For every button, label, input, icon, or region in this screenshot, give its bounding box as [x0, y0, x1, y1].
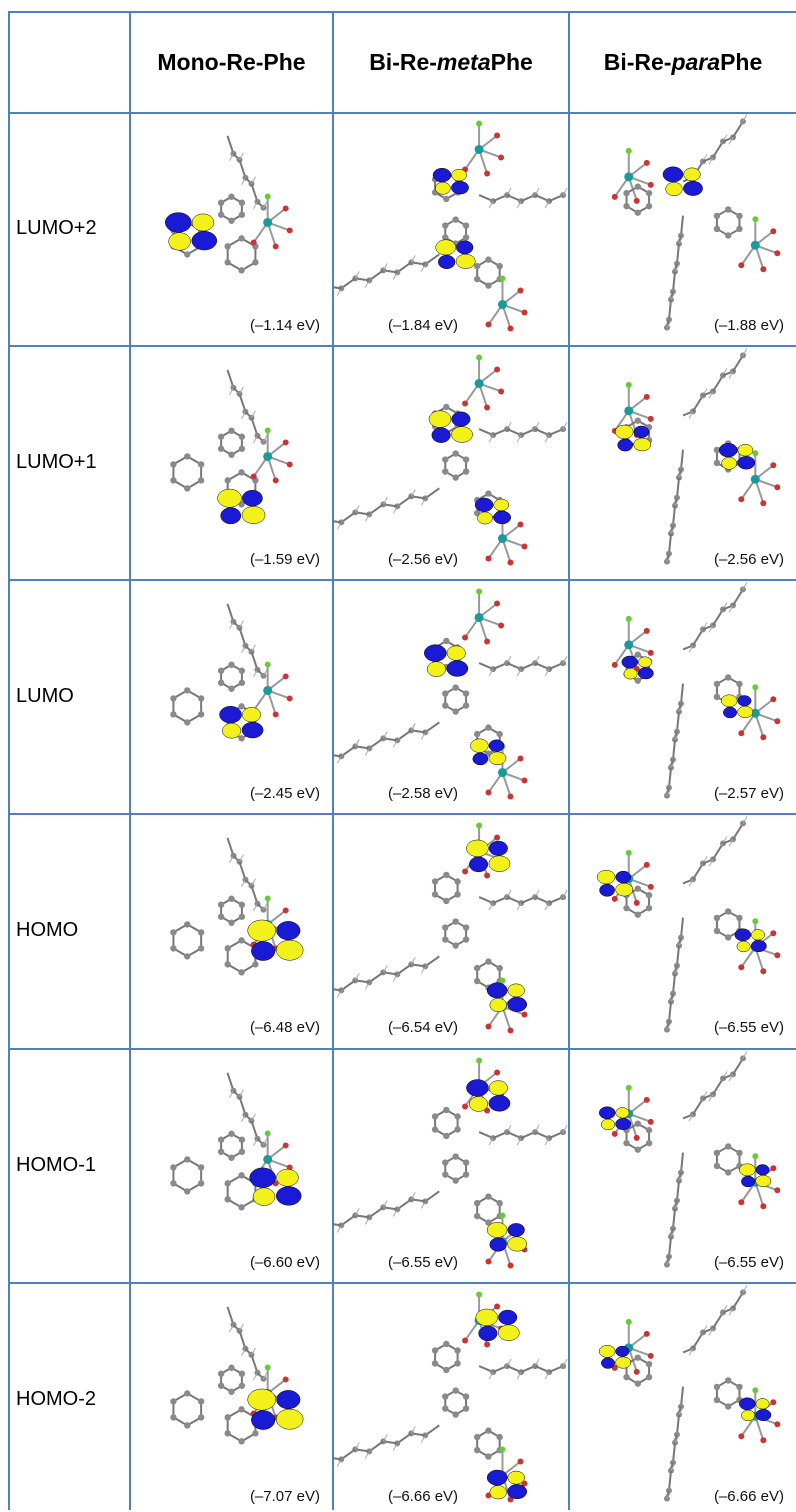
- orbital-diagram-mono: [170, 369, 293, 525]
- grid-line: [332, 11, 334, 1510]
- orbital-diagram-meta: [334, 120, 568, 332]
- row-label: LUMO: [16, 685, 74, 707]
- orbital-energy-mono: (–6.48 eV): [249, 1019, 320, 1036]
- grid-line: [129, 11, 131, 1510]
- orbital-diagram-para: [596, 816, 781, 1033]
- grid-line: [8, 345, 796, 347]
- grid-line: [8, 11, 10, 1510]
- grid-line: [568, 11, 570, 1510]
- orbital-diagram-meta: [334, 1057, 568, 1269]
- orbital-diagram-meta: [334, 354, 568, 566]
- orbital-energy-para: (–2.57 eV): [713, 785, 784, 802]
- column-header-mono: Mono-Re-Phe: [157, 48, 306, 75]
- orbital-energy-meta: (–6.66 eV): [388, 1488, 459, 1505]
- orbital-energy-mono: (–1.59 eV): [249, 551, 320, 568]
- orbital-diagram-meta: [334, 588, 568, 800]
- orbital-diagram-para: [611, 348, 781, 565]
- orbital-energy-mono: (–1.14 eV): [249, 317, 320, 334]
- row-label: LUMO+2: [16, 217, 97, 239]
- grid-line: [8, 813, 796, 815]
- orbital-energy-para: (–2.56 eV): [713, 551, 784, 568]
- row-label: HOMO-1: [16, 1154, 96, 1176]
- orbital-energy-mono: (–6.60 eV): [249, 1254, 320, 1271]
- orbital-energy-meta: (–6.54 eV): [388, 1019, 459, 1036]
- orbital-energy-para: (–1.88 eV): [713, 317, 784, 334]
- orbital-diagram-mono: [170, 603, 293, 742]
- orbital-diagram-para: [598, 1051, 781, 1268]
- orbital-energy-para: (–6.66 eV): [713, 1488, 784, 1505]
- orbital-diagram-para: [611, 114, 781, 331]
- orbital-energy-meta: (–2.56 eV): [388, 551, 459, 568]
- grid-line: [8, 1282, 796, 1284]
- orbital-energy-para: (–6.55 eV): [713, 1254, 784, 1271]
- orbital-energy-meta: (–6.55 eV): [388, 1254, 459, 1271]
- row-label: HOMO: [16, 919, 79, 941]
- orbital-energy-mono: (–2.45 eV): [249, 785, 320, 802]
- row-label: HOMO-2: [16, 1388, 96, 1410]
- orbital-diagram-mono: [170, 837, 304, 976]
- orbital-diagram-meta: [334, 1291, 568, 1503]
- grid-line: [8, 579, 796, 581]
- orbital-diagram-para: [611, 582, 781, 799]
- orbital-diagram-para: [598, 1285, 781, 1502]
- grid-line: [8, 11, 796, 13]
- orbital-energy-mono: (–7.07 eV): [249, 1488, 320, 1505]
- row-label: LUMO+1: [16, 451, 97, 473]
- orbital-energy-para: (–6.55 eV): [713, 1019, 784, 1036]
- orbital-energy-meta: (–1.84 eV): [388, 317, 459, 334]
- column-header-meta: Bi-Re-meta Phe: [369, 48, 533, 75]
- column-header-para: Bi-Re-para Phe: [603, 48, 763, 75]
- orbital-diagram-mono: [170, 1072, 302, 1211]
- grid-line: [8, 112, 796, 114]
- orbital-diagram-meta: [334, 822, 568, 1034]
- orbital-diagram-mono: [165, 135, 293, 274]
- orbital-energy-meta: (–2.58 eV): [388, 785, 459, 802]
- grid-line: [8, 1048, 796, 1050]
- orbital-diagram-mono: [170, 1306, 304, 1445]
